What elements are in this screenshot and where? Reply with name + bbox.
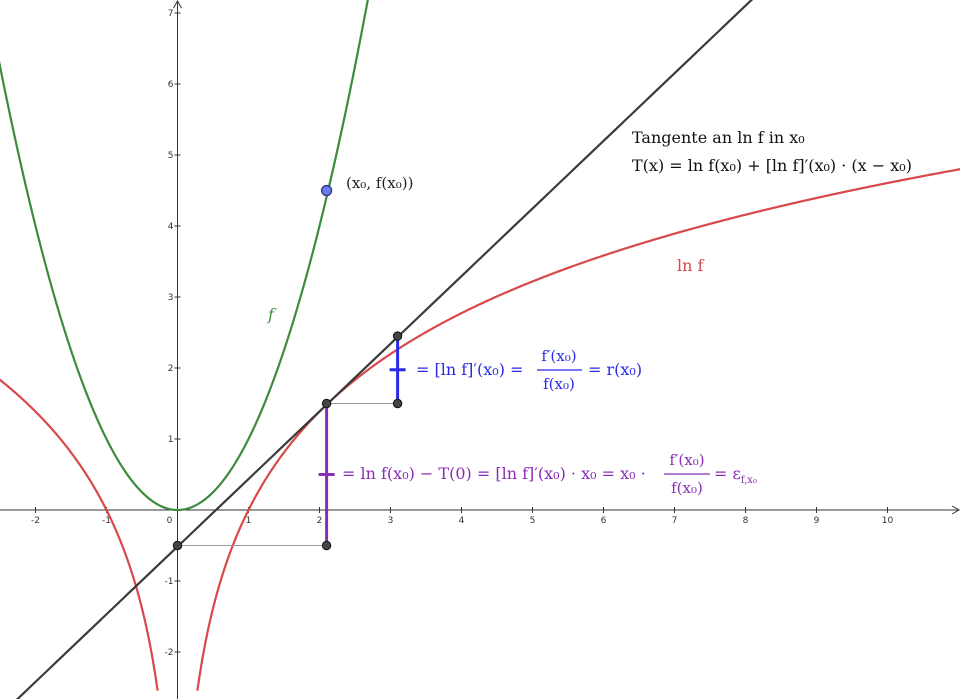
y-tick-label: -2 [165, 648, 174, 658]
x-tick-label: 6 [601, 516, 607, 526]
purple-formula-subscript: f,x₀ [741, 475, 757, 486]
x-tick-label: 9 [814, 516, 820, 526]
tangent-title: Tangente an ln f in x₀ [632, 128, 805, 147]
point-tangent [321, 398, 332, 409]
lnf-curve-left [0, 378, 159, 691]
x-tick-label: 8 [743, 516, 749, 526]
purple-fraction-denominator: f(x₀) [671, 479, 703, 497]
x-tick-label: 2 [317, 516, 323, 526]
purple-fraction-numerator: f′(x₀) [669, 451, 704, 469]
purple-formula-left: = ln f(x₀) − T(0) = [ln f]′(x₀) · x₀ = x… [342, 464, 646, 483]
y-tick-label: -1 [165, 577, 174, 587]
x-tick-label: 5 [530, 516, 536, 526]
y-tick-label: 7 [168, 9, 174, 19]
point-blue-top [392, 331, 403, 341]
point-y-intercept [172, 540, 183, 551]
x-tick-label: 0 [167, 516, 173, 526]
tangent-equation: T(x) = ln f(x₀) + [ln f]′(x₀) · (x − x₀) [632, 156, 912, 175]
x-tick-label: 3 [388, 516, 394, 526]
y-tick-label: 4 [168, 222, 174, 232]
x-tick-label: -1 [102, 516, 111, 526]
x-axis-arrow [951, 505, 960, 515]
blue-formula-left: = [ln f]′(x₀) = [416, 360, 523, 379]
x-tick-label: 4 [459, 516, 465, 526]
point-label: (x₀, f(x₀)) [346, 174, 413, 192]
lnf-curve-right [196, 168, 960, 691]
points [172, 184, 403, 551]
tangent-line [15, 0, 754, 699]
y-tick-label: 5 [168, 151, 174, 161]
lnf-label: ln f [677, 256, 705, 275]
blue-formula-right: = r(x₀) [588, 360, 642, 379]
blue-fraction-denominator: f(x₀) [543, 375, 575, 393]
x-tick-label: 7 [672, 516, 678, 526]
marks [177, 336, 406, 546]
y-axis-arrow [173, 0, 182, 9]
y-tick-label: 2 [168, 364, 174, 374]
point-helper-upper [392, 398, 403, 409]
purple-formula-right: = εf,x₀ [714, 464, 757, 486]
f-curve [0, 0, 369, 512]
blue-fraction-numerator: f′(x₀) [541, 347, 576, 365]
y-tick-label: 6 [168, 80, 174, 90]
point-on-f [321, 184, 333, 197]
y-tick-label: 3 [168, 293, 174, 303]
x-tick-label: 1 [246, 516, 252, 526]
f-label: f [267, 305, 277, 324]
x-tick-label: -2 [31, 516, 40, 526]
point-helper-lower [321, 540, 332, 551]
purple-formula-eq: = ε [714, 464, 741, 483]
y-tick-label: 1 [168, 435, 174, 445]
x-tick-label: 10 [882, 516, 894, 526]
